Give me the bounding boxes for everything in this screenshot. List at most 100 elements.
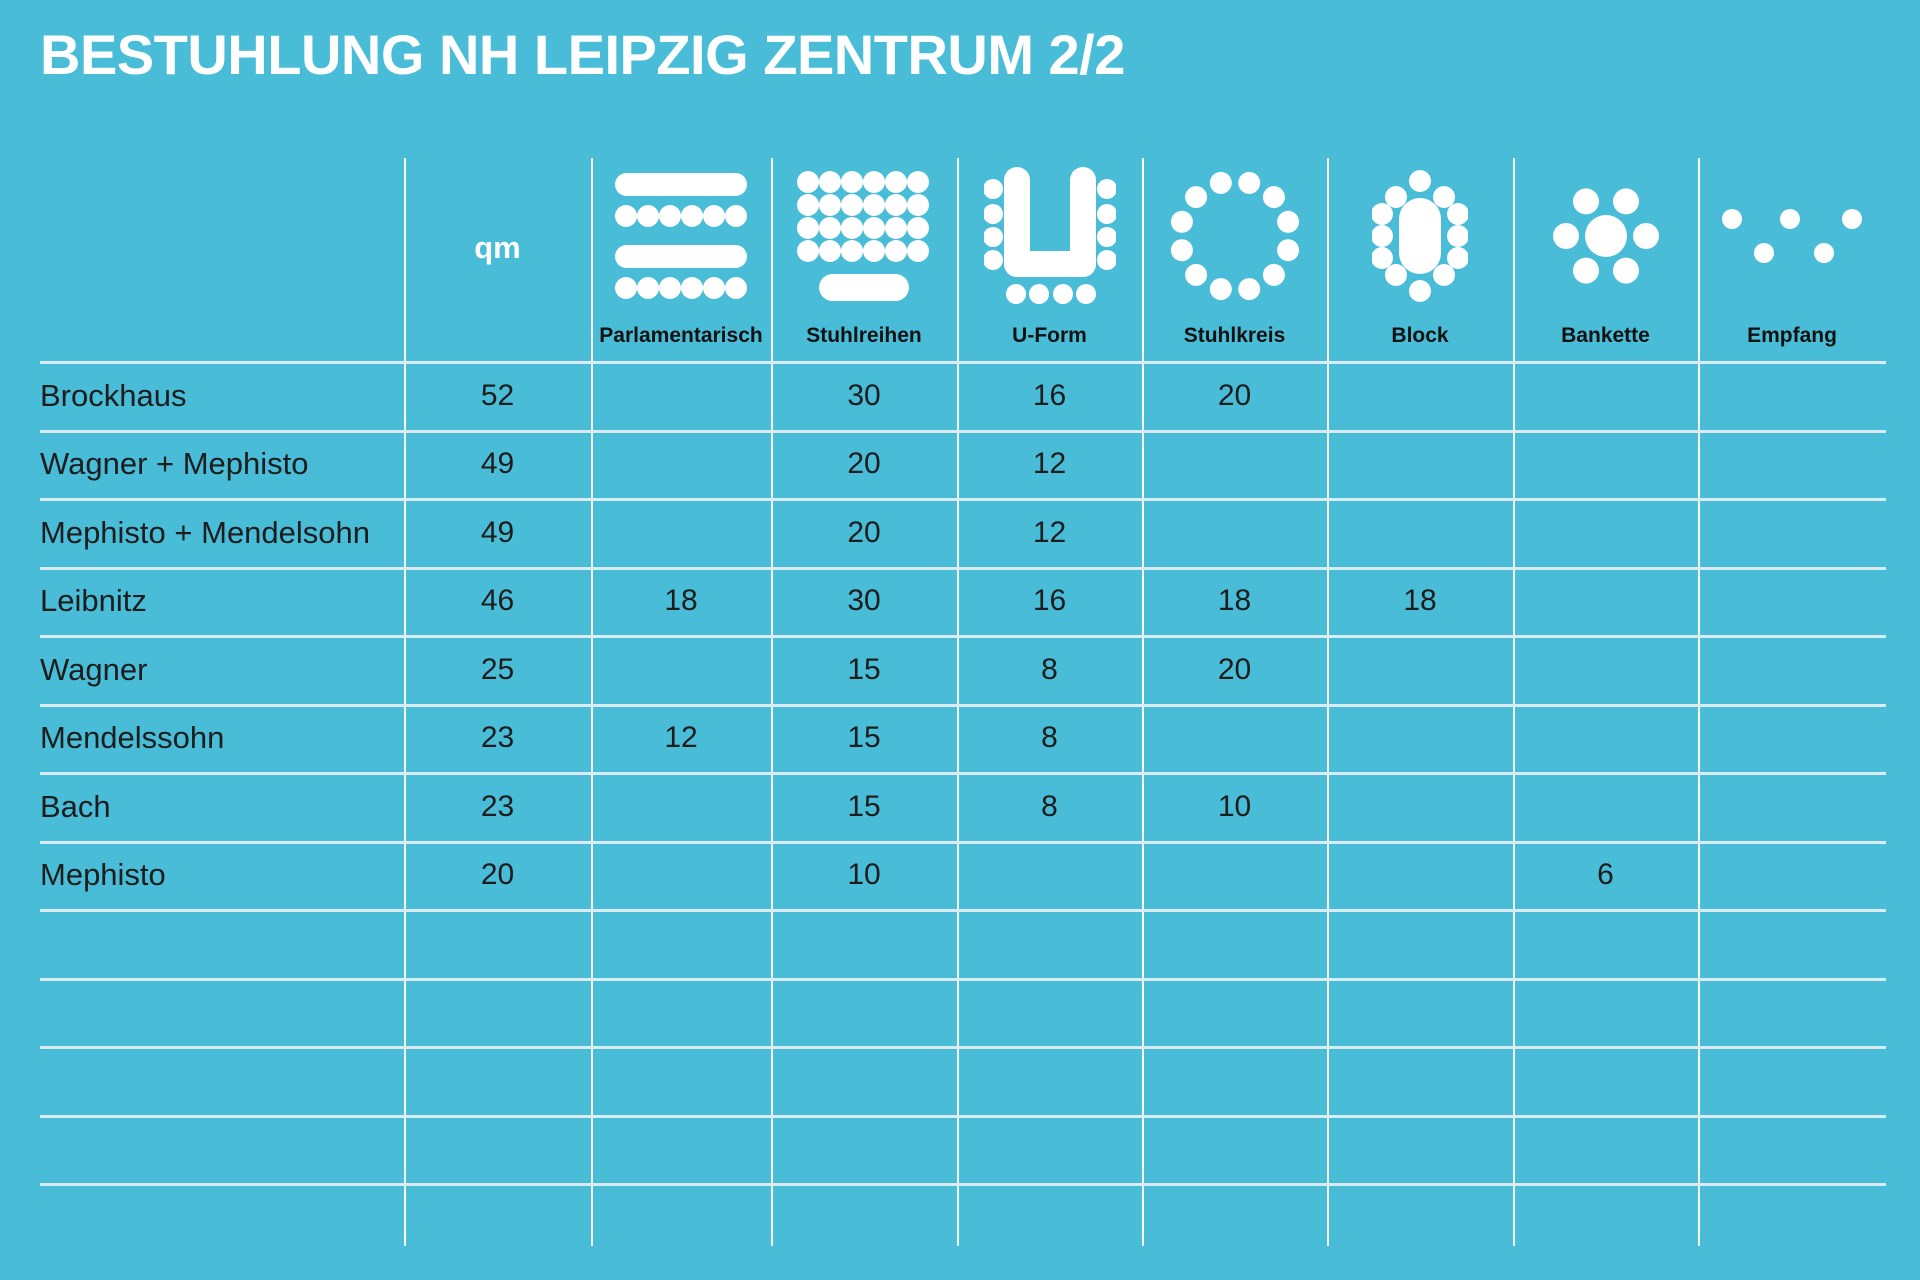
capacity-cell-parlamentarisch (591, 841, 771, 910)
capacity-cell-block: 18 (1403, 584, 1437, 617)
capacity-cell-block (1327, 361, 1513, 430)
column-header-label: Stuhlreihen (806, 324, 922, 347)
page-title: BESTUHLUNG NH LEIPZIG ZENTRUM 2/2 (40, 23, 1125, 86)
capacity-cell-uform: 16 (1032, 378, 1067, 412)
capacity-cell-stuhlkreis (1142, 704, 1327, 773)
capacity-cell-uform: 8 (1041, 721, 1058, 754)
table-row: Brockhaus 52 30 16 20 (0, 361, 1886, 430)
capacity-cell-qm: 23 (480, 721, 515, 754)
table-row: Wagner 25 15 8 20 (0, 635, 1886, 704)
column-header-empfang: Empfang (1698, 158, 1886, 360)
capacity-cell-bankette (1513, 635, 1698, 704)
capacity-cell-stuhlreihen: 15 (847, 721, 881, 754)
capacity-cell-empfang (1698, 772, 1886, 841)
capacity-cell-bankette (1513, 772, 1698, 841)
capacity-cell-stuhlkreis: 18 (1217, 584, 1252, 617)
capacity-cell-stuhlreihen: 30 (847, 584, 881, 617)
column-header-label: Empfang (1747, 324, 1837, 347)
room-name: Mendelssohn (40, 720, 225, 755)
capacity-cell-block (1327, 498, 1513, 567)
capacity-cell-stuhlkreis (1142, 498, 1327, 567)
room-name: Mephisto + Mendelsohn (40, 514, 371, 550)
empfang-icon (1698, 162, 1886, 310)
capacity-cell-parlamentarisch (591, 498, 771, 567)
horizontal-grid-line (40, 1183, 1886, 1186)
capacity-cell-bankette (1513, 704, 1698, 773)
column-header-uform: U-Form (957, 158, 1142, 360)
column-header-parlamentarisch: Parlamentarisch (591, 158, 771, 360)
column-header-label: Parlamentarisch (599, 324, 763, 347)
capacity-cell-empfang (1698, 361, 1886, 430)
capacity-cell-qm: 52 (480, 378, 515, 412)
capacity-cell-stuhlkreis: 20 (1217, 652, 1252, 686)
capacity-cell-empfang (1698, 430, 1886, 499)
horizontal-grid-line (40, 909, 1886, 912)
stuhlkreis-icon (1142, 162, 1327, 310)
column-header-label: U-Form (1012, 324, 1087, 347)
capacity-cell-qm: 49 (480, 447, 515, 480)
column-header-stuhlkreis: Stuhlkreis (1142, 158, 1327, 360)
horizontal-grid-line (40, 361, 1886, 364)
room-name: Bach (40, 788, 111, 824)
parlamentarisch-icon (591, 162, 771, 310)
table-row: Leibnitz 46 18 30 16 18 18 (0, 567, 1886, 636)
table-row: Mephisto + Mendelsohn 49 20 12 (0, 498, 1886, 567)
horizontal-grid-line (40, 635, 1886, 638)
horizontal-grid-line (40, 840, 1886, 844)
capacity-cell-stuhlreihen: 30 (847, 378, 881, 412)
capacity-cell-qm: 49 (480, 515, 515, 549)
table-row: Mephisto 20 10 6 (0, 841, 1886, 910)
table-row: Mendelssohn 23 12 15 8 (0, 704, 1886, 773)
capacity-cell-qm: 23 (480, 789, 515, 823)
u-form-icon (957, 162, 1142, 310)
capacity-cell-uform: 16 (1032, 584, 1067, 617)
capacity-cell-parlamentarisch: 18 (664, 584, 698, 617)
horizontal-grid-line (40, 566, 1886, 570)
qm-header-label: qm (474, 230, 521, 265)
horizontal-grid-line (40, 1114, 1886, 1118)
stuhlreihen-icon (771, 162, 957, 310)
vertical-grid-line (1142, 158, 1144, 1246)
column-header-label: Stuhlkreis (1183, 324, 1286, 347)
vertical-grid-line (957, 158, 959, 1246)
capacity-cell-uform: 8 (1041, 789, 1058, 823)
capacity-cell-empfang (1698, 498, 1886, 567)
horizontal-grid-line (40, 429, 1886, 433)
bankette-icon (1513, 162, 1698, 310)
column-header-qm: qm (404, 158, 591, 360)
capacity-cell-block (1327, 841, 1513, 910)
vertical-grid-line (591, 158, 593, 1246)
capacity-cell-stuhlreihen: 20 (847, 447, 881, 480)
capacity-cell-empfang (1698, 635, 1886, 704)
column-header-bankette: Bankette (1513, 158, 1698, 360)
capacity-cell-qm: 25 (480, 652, 515, 686)
capacity-cell-uform: 12 (1032, 515, 1067, 549)
capacity-cell-qm: 20 (480, 858, 515, 891)
capacity-cell-parlamentarisch (591, 635, 771, 704)
capacity-cell-bankette (1513, 361, 1698, 430)
capacity-cell-stuhlkreis: 10 (1217, 789, 1252, 823)
room-name: Brockhaus (40, 377, 187, 413)
horizontal-grid-line (40, 498, 1886, 501)
column-header-block: Block (1327, 158, 1513, 360)
capacity-cell-block (1327, 430, 1513, 499)
column-header-label: Block (1391, 324, 1449, 347)
vertical-grid-line (771, 158, 773, 1246)
capacity-cell-block (1327, 704, 1513, 773)
room-name: Leibnitz (40, 583, 147, 618)
room-name: Wagner + Mephisto (40, 446, 309, 481)
capacity-cell-empfang (1698, 567, 1886, 636)
capacity-cell-stuhlkreis (1142, 430, 1327, 499)
capacity-cell-parlamentarisch (591, 430, 771, 499)
vertical-grid-line (1513, 158, 1515, 1246)
capacity-cell-parlamentarisch (591, 361, 771, 430)
table-row: Wagner + Mephisto 49 20 12 (0, 430, 1886, 499)
capacity-cell-empfang (1698, 841, 1886, 910)
capacity-cell-bankette (1513, 567, 1698, 636)
capacity-cell-stuhlreihen: 15 (847, 789, 881, 823)
room-name: Mephisto (40, 857, 166, 892)
capacity-cell-stuhlreihen: 10 (847, 858, 881, 891)
column-header-label: Bankette (1561, 324, 1650, 347)
vertical-grid-line (1327, 158, 1329, 1246)
room-name: Wagner (40, 651, 148, 687)
